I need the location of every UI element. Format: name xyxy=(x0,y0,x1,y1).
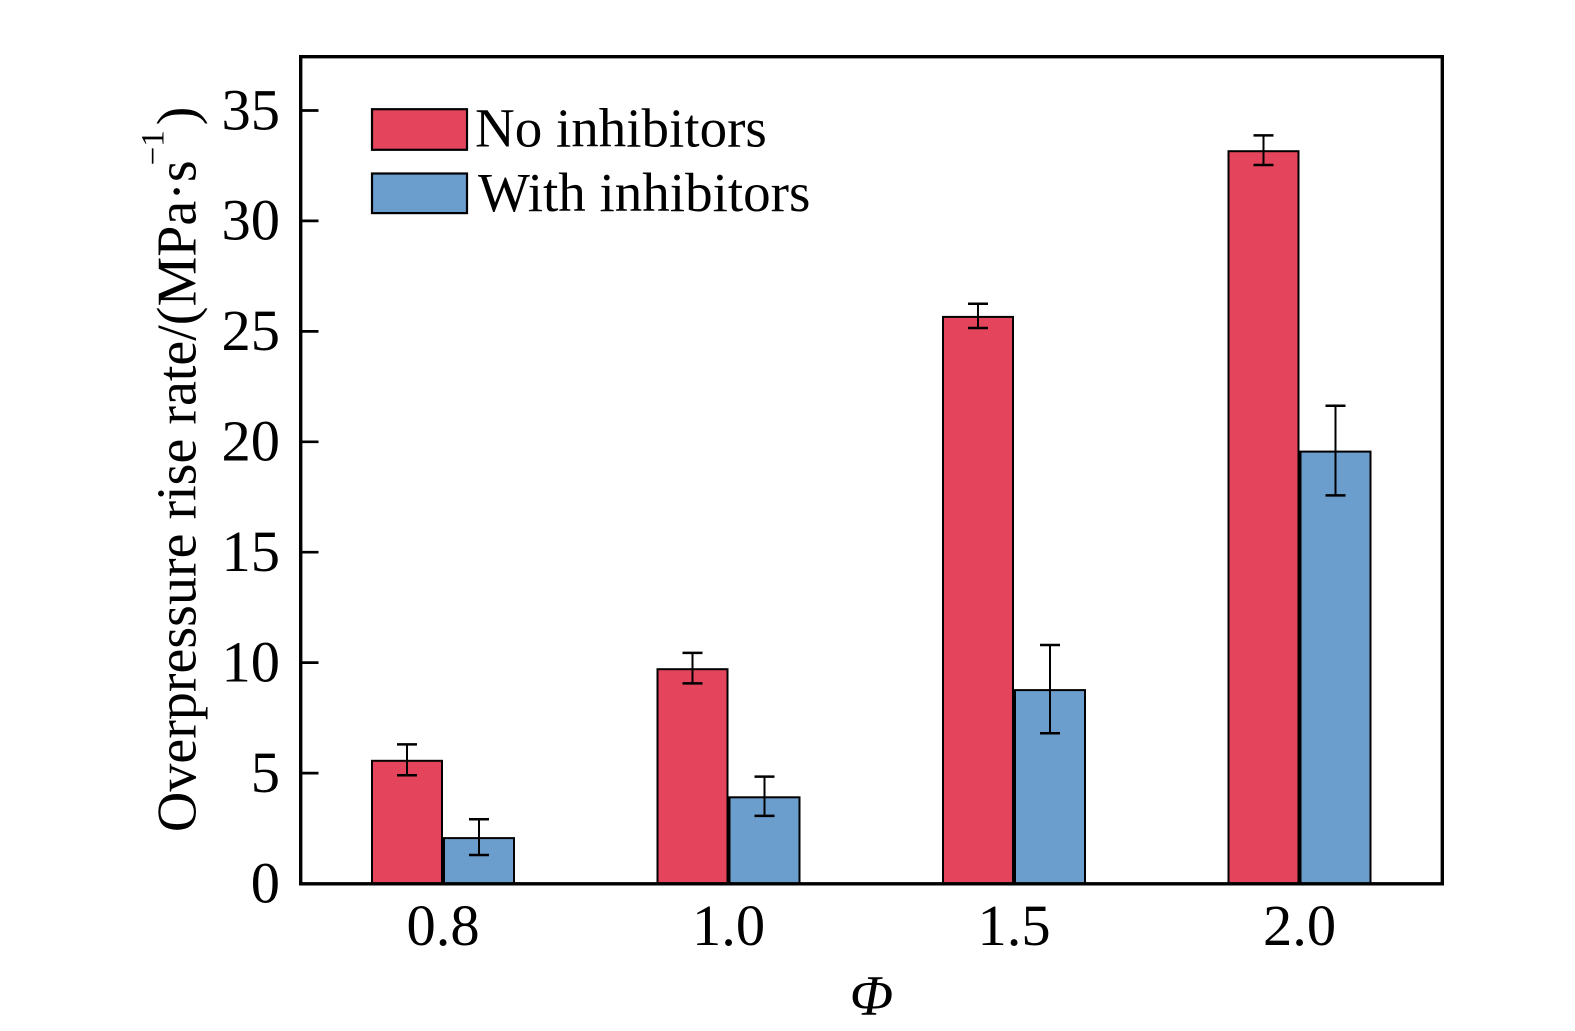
svg-text:5: 5 xyxy=(251,740,280,805)
svg-text:No inhibitors: No inhibitors xyxy=(475,98,767,159)
svg-text:35: 35 xyxy=(222,77,281,142)
svg-text:Overpressure rise rate/(MPa·s−: Overpressure rise rate/(MPa·s−1) xyxy=(136,107,209,833)
svg-text:30: 30 xyxy=(222,188,281,253)
svg-text:1.0: 1.0 xyxy=(692,893,765,958)
svg-text:0.8: 0.8 xyxy=(406,893,479,958)
svg-text:15: 15 xyxy=(222,519,281,584)
svg-text:25: 25 xyxy=(222,298,281,363)
svg-text:1.5: 1.5 xyxy=(977,893,1050,958)
svg-text:10: 10 xyxy=(222,629,281,694)
svg-text:With inhibitors: With inhibitors xyxy=(478,162,810,223)
svg-text:Φ: Φ xyxy=(850,965,893,1027)
svg-text:20: 20 xyxy=(222,409,281,474)
svg-text:2.0: 2.0 xyxy=(1263,893,1336,958)
svg-text:0: 0 xyxy=(251,850,280,915)
